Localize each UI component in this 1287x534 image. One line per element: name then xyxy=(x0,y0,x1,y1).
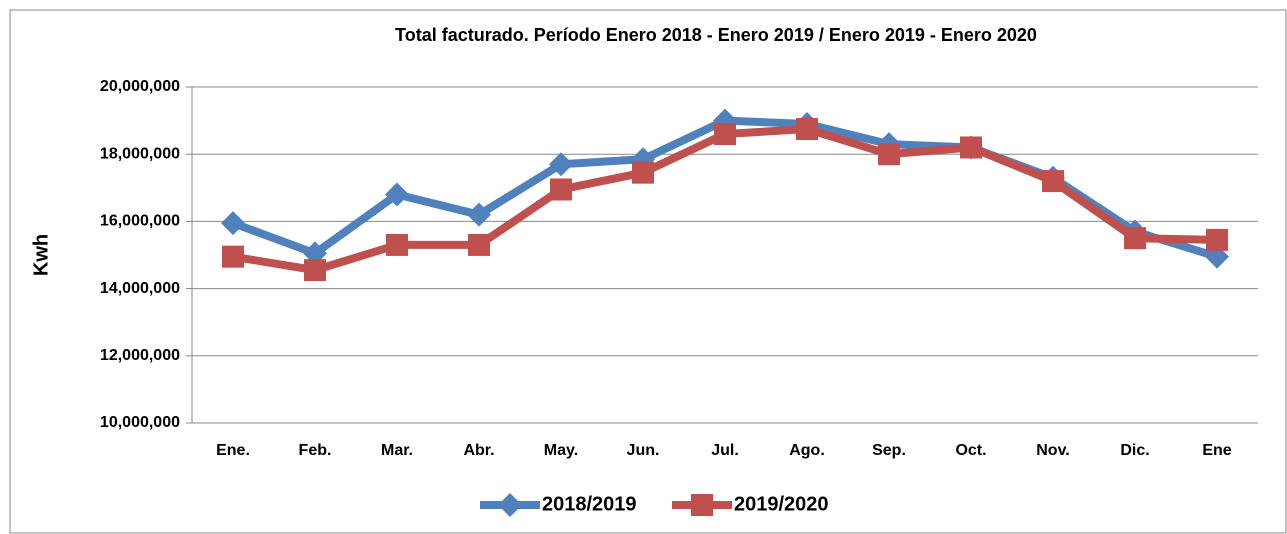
x-tick-label: Mar. xyxy=(381,442,413,459)
y-tick-label: 12,000,000 xyxy=(100,347,180,364)
legend-label: 2018/2019 xyxy=(542,493,637,515)
x-tick-label: Ene xyxy=(1202,442,1231,459)
chart-title: Total facturado. Período Enero 2018 - En… xyxy=(395,25,1037,45)
x-tick-label: Feb. xyxy=(299,442,332,459)
x-tick-label: Dic. xyxy=(1120,442,1149,459)
diamond-marker xyxy=(498,493,522,517)
x-tick-label: Oct. xyxy=(955,442,986,459)
square-marker xyxy=(796,118,818,140)
diamond-marker xyxy=(221,211,245,236)
square-marker xyxy=(550,178,572,201)
y-tick-label: 14,000,000 xyxy=(100,280,180,297)
square-marker xyxy=(1124,227,1146,250)
y-tick-label: 16,000,000 xyxy=(100,213,180,230)
diamond-marker xyxy=(385,182,409,207)
y-tick-label: 18,000,000 xyxy=(100,145,180,162)
x-tick-label: Ago. xyxy=(789,442,825,459)
square-marker xyxy=(222,245,244,268)
square-marker xyxy=(960,136,982,159)
square-marker xyxy=(714,123,736,146)
x-tick-label: Abr. xyxy=(463,442,494,459)
x-tick-label: May. xyxy=(544,442,578,459)
square-marker xyxy=(1042,170,1064,193)
square-marker xyxy=(1206,228,1228,251)
y-axis-label: Kwh xyxy=(30,234,52,276)
square-marker xyxy=(304,259,326,282)
square-marker xyxy=(878,143,900,166)
diamond-marker xyxy=(713,108,737,133)
square-marker xyxy=(386,233,408,256)
square-marker xyxy=(468,233,490,256)
x-tick-label: Jul. xyxy=(711,442,739,459)
x-tick-label: Ene. xyxy=(216,442,250,459)
x-tick-label: Nov. xyxy=(1036,442,1069,459)
y-tick-label: 20,000,000 xyxy=(100,78,180,95)
y-tick-label: 10,000,000 xyxy=(100,414,180,431)
x-tick-label: Sep. xyxy=(872,442,906,459)
square-marker xyxy=(632,161,654,184)
diamond-marker xyxy=(549,152,573,177)
x-tick-label: Jun. xyxy=(627,442,660,459)
legend-label: 2019/2020 xyxy=(734,493,829,515)
square-marker xyxy=(691,494,713,516)
chart-frame xyxy=(9,9,1287,534)
diamond-marker xyxy=(467,202,491,227)
